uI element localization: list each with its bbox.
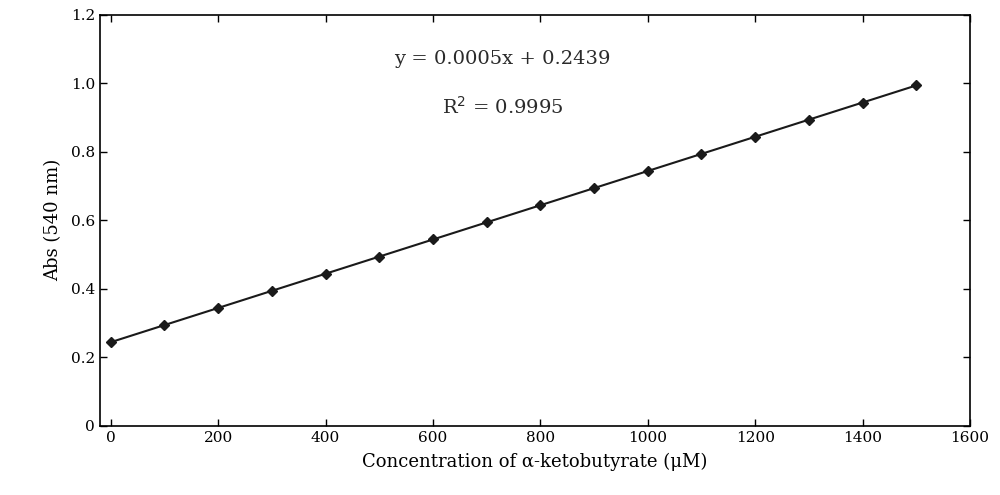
- X-axis label: Concentration of α-ketobutyrate (μM): Concentration of α-ketobutyrate (μM): [362, 453, 708, 471]
- Text: y = 0.0005x + 0.2439: y = 0.0005x + 0.2439: [395, 50, 611, 68]
- Text: R$^2$ = 0.9995: R$^2$ = 0.9995: [442, 97, 564, 118]
- Y-axis label: Abs (540 nm): Abs (540 nm): [45, 159, 63, 281]
